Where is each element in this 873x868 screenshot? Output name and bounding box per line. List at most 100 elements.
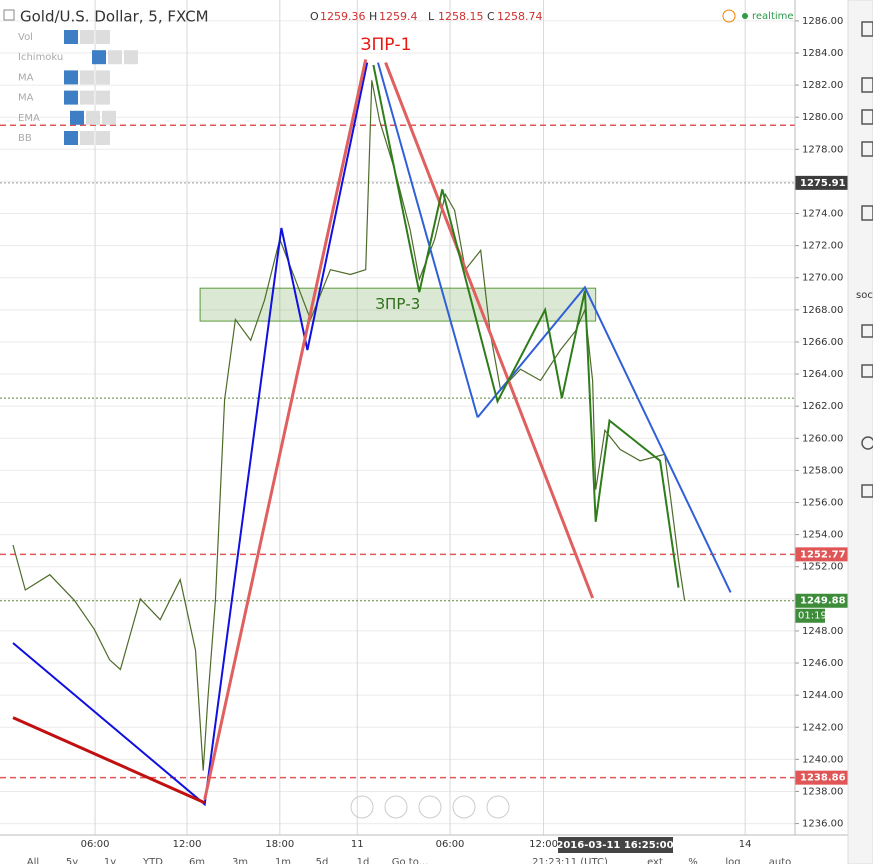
price-tag-label: 1252.77 <box>800 549 846 560</box>
y-tick-label: 1266.00 <box>802 337 843 348</box>
sidebar-icon[interactable] <box>861 324 873 338</box>
sidebar-icon[interactable] <box>861 109 873 125</box>
y-tick-label: 1244.00 <box>802 690 843 701</box>
y-tick-label: 1280.00 <box>802 112 843 123</box>
toolbar-button[interactable]: auto <box>769 857 792 868</box>
indicator-eye[interactable] <box>70 110 84 125</box>
toolbar-button[interactable]: 5d <box>316 857 329 868</box>
status: realtime <box>752 11 794 22</box>
indicator-close[interactable] <box>96 131 110 145</box>
x-tick-label: 06:00 <box>436 839 465 850</box>
chart-title: Gold/U.S. Dollar, 5, FXCM <box>20 8 209 26</box>
y-tick-label: 1252.00 <box>802 562 843 573</box>
x-tick-label: 11 <box>351 839 364 850</box>
toolbar-button[interactable]: 21:23:11 (UTC) <box>532 857 608 868</box>
y-tick-label: 1258.00 <box>802 465 843 476</box>
y-tick-label: 1238.00 <box>802 786 843 797</box>
sidebar-icon[interactable] <box>861 484 873 498</box>
ohlc-value: 1258.74 <box>497 10 543 23</box>
price-line <box>12 80 686 771</box>
x-tick-label: 14 <box>739 839 752 850</box>
toolbar-button[interactable]: 1m <box>275 857 291 868</box>
zoom-button[interactable] <box>418 795 442 819</box>
zoom-button[interactable] <box>486 795 510 819</box>
sidebar-icon[interactable] <box>861 141 873 157</box>
indicator-settings[interactable] <box>80 70 94 85</box>
collapse-box[interactable] <box>3 9 15 21</box>
toolbar-button[interactable]: YTD <box>142 857 163 868</box>
sidebar-icon[interactable] <box>861 364 873 378</box>
indicator-close[interactable] <box>124 50 138 65</box>
trend-line <box>372 64 680 588</box>
sidebar-icon[interactable] <box>861 205 873 221</box>
y-tick-label: 1242.00 <box>802 722 843 733</box>
indicator-name: Vol <box>18 32 33 43</box>
y-tick-label: 1240.00 <box>802 754 843 765</box>
trend-line <box>12 62 369 807</box>
toolbar-button[interactable]: log <box>725 857 740 868</box>
zone-label: ЗПР-3 <box>375 295 420 313</box>
countdown: 01:19 <box>798 611 827 622</box>
toolbar-button[interactable]: 1y <box>104 857 116 868</box>
toolbar-button[interactable]: ext <box>647 857 663 868</box>
price-tag-label: 1238.86 <box>800 773 846 784</box>
ohlc-key: C <box>487 10 495 23</box>
indicator-eye[interactable] <box>64 70 78 85</box>
status-dot <box>742 13 748 19</box>
y-tick-label: 1270.00 <box>802 273 843 284</box>
indicator-eye[interactable] <box>64 30 78 44</box>
y-tick-label: 1254.00 <box>802 530 843 541</box>
y-tick-label: 1268.00 <box>802 305 843 316</box>
price-tag-label: 1249.88 <box>800 596 846 607</box>
sidebar-icon[interactable] <box>861 21 873 37</box>
toolbar-button[interactable]: All <box>27 857 39 868</box>
ohlc-key: O <box>310 10 319 23</box>
annotation: ЗПР-1 <box>361 35 412 55</box>
x-tick-label: 06:00 <box>81 839 110 850</box>
sidebar <box>847 0 873 865</box>
y-tick-label: 1262.00 <box>802 401 843 412</box>
ohlc-value: 1258.15 <box>438 10 484 23</box>
price-tag-label: 1275.91 <box>800 178 846 189</box>
indicator-settings[interactable] <box>86 110 100 125</box>
sidebar-icon[interactable] <box>861 77 873 93</box>
indicator-settings[interactable] <box>80 90 94 105</box>
ohlc-value: 1259.36 <box>320 10 366 23</box>
ohlc-value: 1259.4 <box>379 10 418 23</box>
toolbar-button[interactable]: 3m <box>232 857 248 868</box>
y-tick-label: 1278.00 <box>802 144 843 155</box>
indicator-settings[interactable] <box>80 131 94 145</box>
toolbar-button[interactable]: 1d <box>357 857 370 868</box>
trend-line <box>377 62 479 418</box>
ohlc-key: H <box>369 10 377 23</box>
indicator-eye[interactable] <box>64 90 78 105</box>
zoom-button[interactable] <box>350 795 374 819</box>
y-tick-label: 1284.00 <box>802 48 843 59</box>
y-tick-label: 1246.00 <box>802 658 843 669</box>
trend-line <box>384 62 594 599</box>
indicator-close[interactable] <box>96 90 110 105</box>
zoom-button[interactable] <box>452 795 476 819</box>
toolbar-button[interactable]: % <box>688 857 698 868</box>
indicator-settings[interactable] <box>80 30 94 44</box>
toolbar-button[interactable]: 6m <box>189 857 205 868</box>
indicator-close[interactable] <box>102 110 116 125</box>
zoom-button[interactable] <box>384 795 408 819</box>
price-tag <box>795 175 848 190</box>
indicator-close[interactable] <box>96 70 110 85</box>
toolbar-button[interactable]: Go to... <box>392 857 428 868</box>
toolbar-button[interactable]: 5y <box>66 857 78 868</box>
sidebar-icon[interactable] <box>861 436 873 450</box>
indicator-eye[interactable] <box>64 131 78 145</box>
indicator-name: EMA <box>18 113 40 124</box>
cursor-time: 2016-03-11 16:25:00 <box>556 840 673 851</box>
indicator-settings[interactable] <box>108 50 122 65</box>
indicator-eye[interactable] <box>92 50 106 65</box>
indicator-close[interactable] <box>96 30 110 44</box>
x-tick-label: 18:00 <box>265 839 294 850</box>
y-tick-label: 1260.00 <box>802 433 843 444</box>
indicator-name: BB <box>18 133 32 144</box>
price-tag <box>795 593 848 608</box>
